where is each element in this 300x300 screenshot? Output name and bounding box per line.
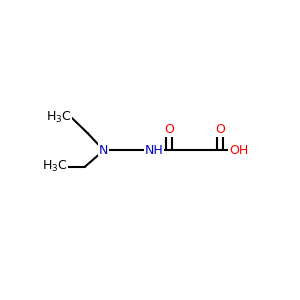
Text: O: O: [215, 123, 225, 136]
Text: O: O: [164, 123, 174, 136]
Text: N: N: [99, 144, 109, 157]
Text: OH: OH: [229, 144, 248, 157]
Text: NH: NH: [144, 144, 163, 157]
Text: $\mathregular{H_3C}$: $\mathregular{H_3C}$: [46, 110, 71, 125]
Text: $\mathregular{H_3C}$: $\mathregular{H_3C}$: [42, 159, 68, 174]
